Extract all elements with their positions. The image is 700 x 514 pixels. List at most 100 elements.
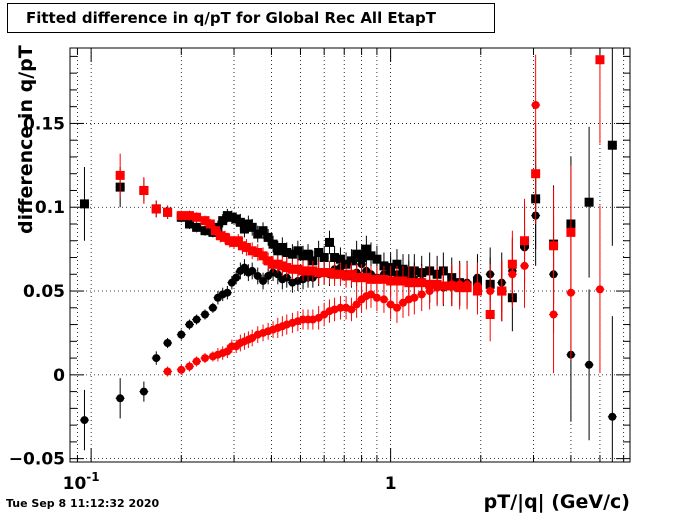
data-point xyxy=(336,303,345,312)
data-point xyxy=(324,237,334,247)
data-point xyxy=(287,264,297,274)
axis-ticks: 10-1 1 −0.05 0 0.05 0.1 0.15 xyxy=(9,48,630,494)
plot-frame xyxy=(69,47,631,463)
data-point xyxy=(531,100,540,109)
data-point xyxy=(372,293,381,302)
data-point xyxy=(352,249,362,259)
data-point xyxy=(205,219,215,229)
data-point xyxy=(215,231,225,241)
data-point xyxy=(346,269,356,279)
data-point xyxy=(115,170,125,180)
data-point xyxy=(277,242,287,252)
data-point xyxy=(185,320,194,329)
data-point xyxy=(417,290,426,299)
data-point xyxy=(247,246,257,256)
data-point xyxy=(232,273,241,282)
data-point xyxy=(282,263,292,273)
chart-title: Fitted difference in q/pT for Global Rec… xyxy=(7,3,495,33)
data-point xyxy=(116,394,125,403)
data-point xyxy=(439,282,448,291)
y-tick-label: 0.15 xyxy=(23,114,65,134)
data-point xyxy=(463,280,472,289)
data-point xyxy=(223,288,232,297)
data-point xyxy=(298,251,308,261)
data-point xyxy=(263,232,273,242)
data-point xyxy=(258,226,268,236)
data-point xyxy=(314,247,324,257)
data-point xyxy=(184,219,194,229)
data-point xyxy=(398,276,408,286)
data-point xyxy=(303,249,313,259)
data-point xyxy=(192,357,201,366)
data-point xyxy=(298,266,308,276)
x-axis-title: pT/|q| (GeV/c) xyxy=(484,491,630,513)
data-point xyxy=(287,249,297,259)
data-point xyxy=(386,276,396,286)
data-point xyxy=(268,259,278,269)
data-point xyxy=(176,211,186,221)
data-point xyxy=(379,274,389,284)
data-point xyxy=(357,273,367,283)
data-point xyxy=(392,303,401,312)
data-point xyxy=(497,287,506,296)
data-point xyxy=(282,247,292,257)
data-point xyxy=(366,251,376,261)
data-point xyxy=(319,253,329,263)
data-point xyxy=(268,239,278,249)
data-point xyxy=(163,367,172,376)
data-point xyxy=(595,285,604,294)
data-point xyxy=(410,293,419,302)
data-point xyxy=(220,232,230,242)
data-point xyxy=(192,315,201,324)
data-point xyxy=(139,387,148,396)
data-point xyxy=(595,55,605,65)
data-point xyxy=(151,204,161,214)
data-point xyxy=(508,270,517,279)
data-point xyxy=(303,266,313,276)
data-point xyxy=(608,412,617,421)
data-point xyxy=(366,290,375,299)
data-point xyxy=(263,256,273,266)
data-point xyxy=(486,287,495,296)
y-axis-title: difference in q/pT xyxy=(15,45,37,234)
data-point xyxy=(208,303,217,312)
data-point xyxy=(346,256,356,266)
data-point xyxy=(239,224,249,234)
data-point xyxy=(253,229,263,239)
series-3 xyxy=(163,54,605,377)
data-point xyxy=(233,236,243,246)
data-point xyxy=(324,268,334,278)
data-point xyxy=(201,354,210,363)
data-point xyxy=(184,211,194,221)
data-point xyxy=(455,280,464,289)
x-tick-label: 1 xyxy=(385,474,397,494)
data-point xyxy=(347,305,356,314)
series-0 xyxy=(79,48,617,332)
data-point xyxy=(177,365,186,374)
data-point xyxy=(273,246,283,256)
y-tick-label: 0.05 xyxy=(23,282,65,302)
data-point xyxy=(192,212,202,222)
data-point xyxy=(549,310,558,319)
data-point xyxy=(372,274,382,284)
data-point xyxy=(273,259,283,269)
data-point xyxy=(341,271,351,281)
data-point xyxy=(335,269,345,279)
data-point xyxy=(253,247,263,257)
data-point xyxy=(584,197,594,207)
data-point xyxy=(352,300,361,309)
data-point xyxy=(253,271,262,280)
data-point xyxy=(392,276,402,286)
y-tick-label: −0.05 xyxy=(9,450,65,470)
data-point xyxy=(218,216,228,226)
data-point xyxy=(386,300,395,309)
y-tick-label: 0 xyxy=(53,366,65,386)
data-point xyxy=(139,185,149,195)
data-point xyxy=(259,276,268,285)
x-tick-label: 10-1 xyxy=(63,470,100,494)
data-point xyxy=(200,216,210,226)
data-point xyxy=(314,268,324,278)
data-point xyxy=(308,266,318,276)
data-point xyxy=(566,288,575,297)
